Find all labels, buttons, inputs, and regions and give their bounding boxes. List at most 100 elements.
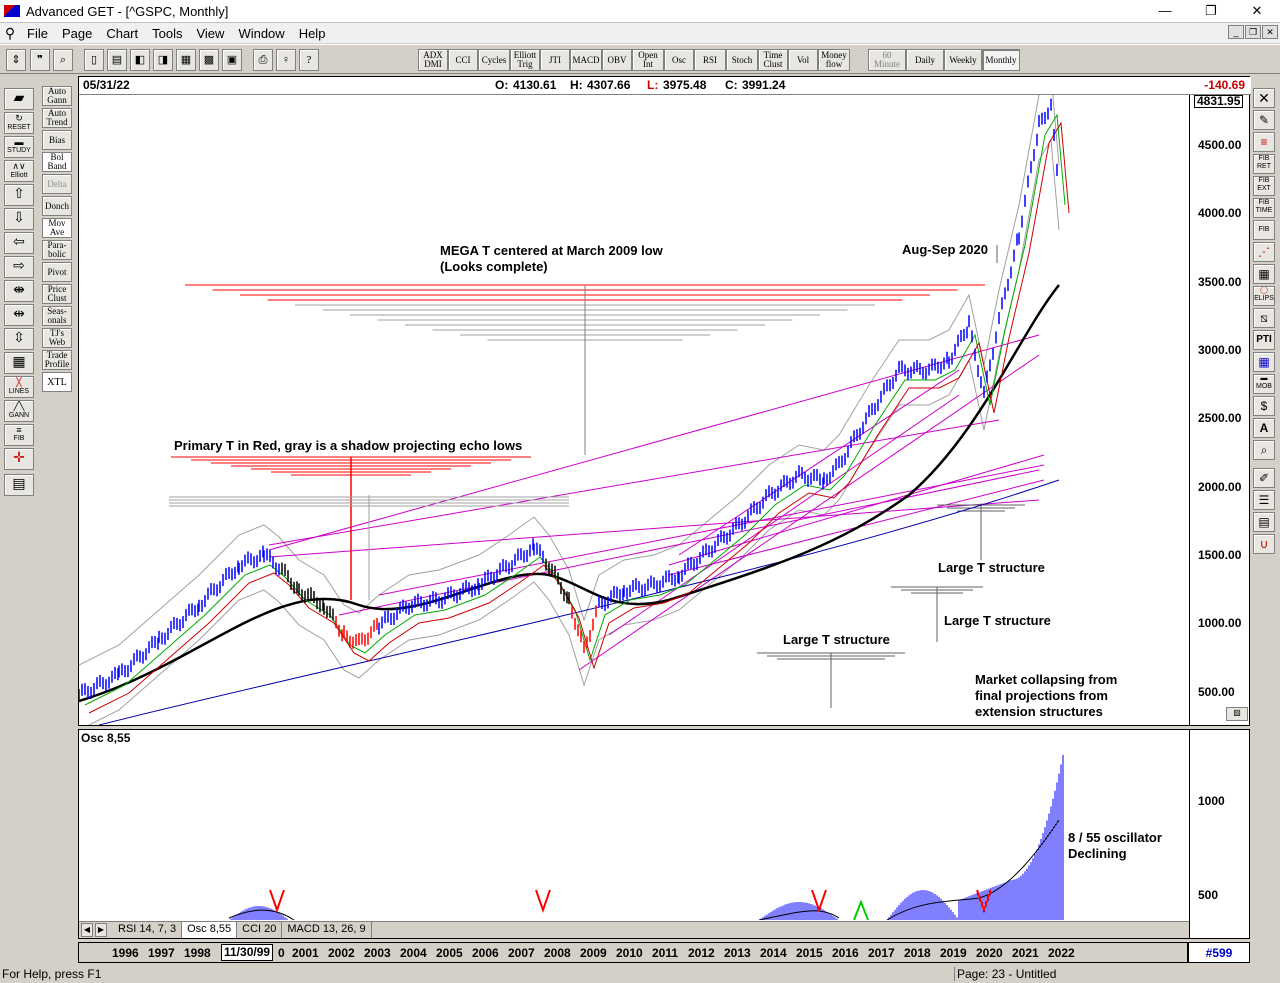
- mob-button[interactable]: ▬ MOB: [1253, 374, 1275, 394]
- close-button[interactable]: ✕: [1251, 3, 1263, 18]
- trade-profile-button[interactable]: Trade Profile: [42, 350, 72, 370]
- tab-rsi[interactable]: RSI 14, 7, 3: [113, 922, 183, 938]
- fib-circle-button[interactable]: FIB: [1253, 220, 1275, 240]
- indicator-time-clust[interactable]: Time Clust: [758, 49, 788, 71]
- tab-scroll-right-icon[interactable]: ▶: [95, 923, 107, 937]
- indicator-adx-dmi[interactable]: ADX DMI: [418, 49, 448, 71]
- xtl-button[interactable]: XTL: [42, 372, 72, 392]
- indicator-elliott-trig[interactable]: Elliott Trig: [510, 49, 540, 71]
- menu-window[interactable]: Window: [238, 25, 285, 41]
- tip-icon[interactable]: ♀: [276, 49, 296, 71]
- auto-gann-button[interactable]: Auto Gann: [42, 86, 72, 106]
- maximize-button[interactable]: ❐: [1205, 3, 1217, 18]
- pencil-icon[interactable]: ✎: [1253, 110, 1275, 130]
- magnet-icon[interactable]: ∪: [1253, 534, 1275, 554]
- tab-scroll-left-icon[interactable]: ◀: [81, 923, 93, 937]
- donch-button[interactable]: Donch: [42, 196, 72, 216]
- study-tool[interactable]: ▬ STUDY: [4, 136, 34, 158]
- lines-tool[interactable]: ╳ LINES: [4, 376, 34, 398]
- tjs-web-button[interactable]: TJ's Web: [42, 328, 72, 348]
- pivot-button[interactable]: Pivot: [42, 262, 72, 282]
- indicator-jti[interactable]: JTI: [540, 49, 570, 71]
- menu-file[interactable]: File: [27, 25, 48, 41]
- mdi-close-button[interactable]: ✕: [1262, 25, 1278, 39]
- indicator-money-flow[interactable]: Money flow: [818, 49, 850, 71]
- price-clust-button[interactable]: Price Clust: [42, 284, 72, 304]
- grid-tool-icon[interactable]: ▦: [4, 352, 34, 374]
- list-icon[interactable]: ☰: [1253, 490, 1275, 510]
- notes-icon[interactable]: ▤: [1253, 512, 1275, 532]
- delete-tool-icon[interactable]: ✕: [1253, 88, 1275, 108]
- menu-help[interactable]: Help: [298, 25, 326, 41]
- indicator-macd[interactable]: MACD: [570, 49, 602, 71]
- expand-icon[interactable]: ⇹: [4, 304, 34, 326]
- chart-icon-1[interactable]: ◧: [130, 49, 150, 71]
- seasonals-button[interactable]: Seas-onals: [42, 306, 72, 326]
- timeframe-weekly[interactable]: Weekly: [944, 49, 982, 71]
- indicator-rsi[interactable]: RSI: [694, 49, 726, 71]
- tab-osc[interactable]: Osc 8,55: [182, 922, 238, 938]
- minimize-button[interactable]: —: [1158, 3, 1172, 18]
- indicator-vol[interactable]: Vol: [788, 49, 818, 71]
- eraser-icon[interactable]: ✐: [1253, 468, 1275, 488]
- text-tool-button[interactable]: A: [1253, 418, 1275, 438]
- crosshair-icon[interactable]: ✛: [4, 448, 34, 470]
- fib-ret-button[interactable]: FIB RET: [1253, 154, 1275, 174]
- gann-tool[interactable]: ╱╲ GANN: [4, 400, 34, 422]
- timeframe-daily[interactable]: Daily: [906, 49, 944, 71]
- magnify-icon[interactable]: ⌕: [1253, 440, 1275, 460]
- fib-tool[interactable]: ≡ FIB: [4, 424, 34, 446]
- diagonal-icon[interactable]: ⧅: [1253, 308, 1275, 328]
- delta-button[interactable]: Delta: [42, 174, 72, 194]
- price-chart-panel[interactable]: 05/31/22 O: 4130.61 H: 4307.66 L: 3975.4…: [78, 76, 1251, 726]
- indicator-stoch[interactable]: Stoch: [726, 49, 758, 71]
- menu-tools[interactable]: Tools: [152, 25, 183, 41]
- gann-box-icon[interactable]: ▦: [1253, 264, 1275, 284]
- up-arrow-icon[interactable]: ⇧: [4, 184, 34, 206]
- vertical-icon[interactable]: ⇳: [4, 328, 34, 350]
- report-icon[interactable]: ▤: [4, 474, 34, 496]
- axis-scale-icon[interactable]: ▨: [1226, 707, 1248, 721]
- help-icon[interactable]: ?: [299, 49, 319, 71]
- menu-chart[interactable]: Chart: [106, 25, 139, 41]
- table-icon[interactable]: ▦: [1253, 352, 1275, 372]
- layout-icon[interactable]: ▣: [222, 49, 242, 71]
- document-icon[interactable]: ⚲: [4, 24, 16, 41]
- fib-time-button[interactable]: FIB TIME: [1253, 198, 1275, 218]
- open-folder-icon[interactable]: ▰: [4, 88, 34, 110]
- chart-icon-3[interactable]: ▦: [176, 49, 196, 71]
- dollar-icon[interactable]: $: [1253, 396, 1275, 416]
- tab-cci[interactable]: CCI 20: [237, 922, 283, 938]
- menu-page[interactable]: Page: [61, 25, 93, 41]
- auto-trend-button[interactable]: Auto Trend: [42, 108, 72, 128]
- zoom-icon[interactable]: ⌕: [53, 49, 73, 71]
- mdi-restore-button[interactable]: ❐: [1245, 25, 1261, 39]
- reset-tool[interactable]: ↻ RESET: [4, 112, 34, 134]
- down-arrow-icon[interactable]: ⇩: [4, 208, 34, 230]
- print-icon[interactable]: ⎙: [253, 49, 273, 71]
- menu-view[interactable]: View: [196, 25, 225, 41]
- chart-icon-2[interactable]: ◨: [153, 49, 173, 71]
- timeframe-60-minute[interactable]: 60 Minute: [868, 49, 906, 71]
- compress-icon[interactable]: ⇼: [4, 280, 34, 302]
- quote-icon[interactable]: ❞: [30, 49, 50, 71]
- ellipse-button[interactable]: ◯ ELIPS: [1253, 286, 1275, 306]
- fib-ext-button[interactable]: FIB EXT: [1253, 176, 1275, 196]
- indicator-cycles[interactable]: Cycles: [478, 49, 510, 71]
- grid-icon[interactable]: ▩: [199, 49, 219, 71]
- indicator-obv[interactable]: OBV: [602, 49, 632, 71]
- right-arrow-icon[interactable]: ⇨: [4, 256, 34, 278]
- tab-macd[interactable]: MACD 13, 26, 9: [282, 922, 372, 938]
- bias-button[interactable]: Bias: [42, 130, 72, 150]
- time-axis[interactable]: 1996 1997 1998 11/30/99 0 2001 2002 2003…: [78, 942, 1188, 963]
- timeframe-monthly[interactable]: Monthly: [982, 49, 1020, 71]
- parabolic-button[interactable]: Para-bolic: [42, 240, 72, 260]
- pti-button[interactable]: PTI: [1253, 330, 1275, 350]
- channel-icon[interactable]: ≡: [1253, 132, 1275, 152]
- indicator-open-int[interactable]: Open Int: [632, 49, 664, 71]
- left-arrow-icon[interactable]: ⇦: [4, 232, 34, 254]
- elliott-tool[interactable]: ∧∨ Elliott: [4, 160, 34, 182]
- fan-icon[interactable]: ⋰: [1253, 242, 1275, 262]
- bol-band-button[interactable]: Bol Band: [42, 152, 72, 172]
- mov-ave-button[interactable]: Mov Ave: [42, 218, 72, 238]
